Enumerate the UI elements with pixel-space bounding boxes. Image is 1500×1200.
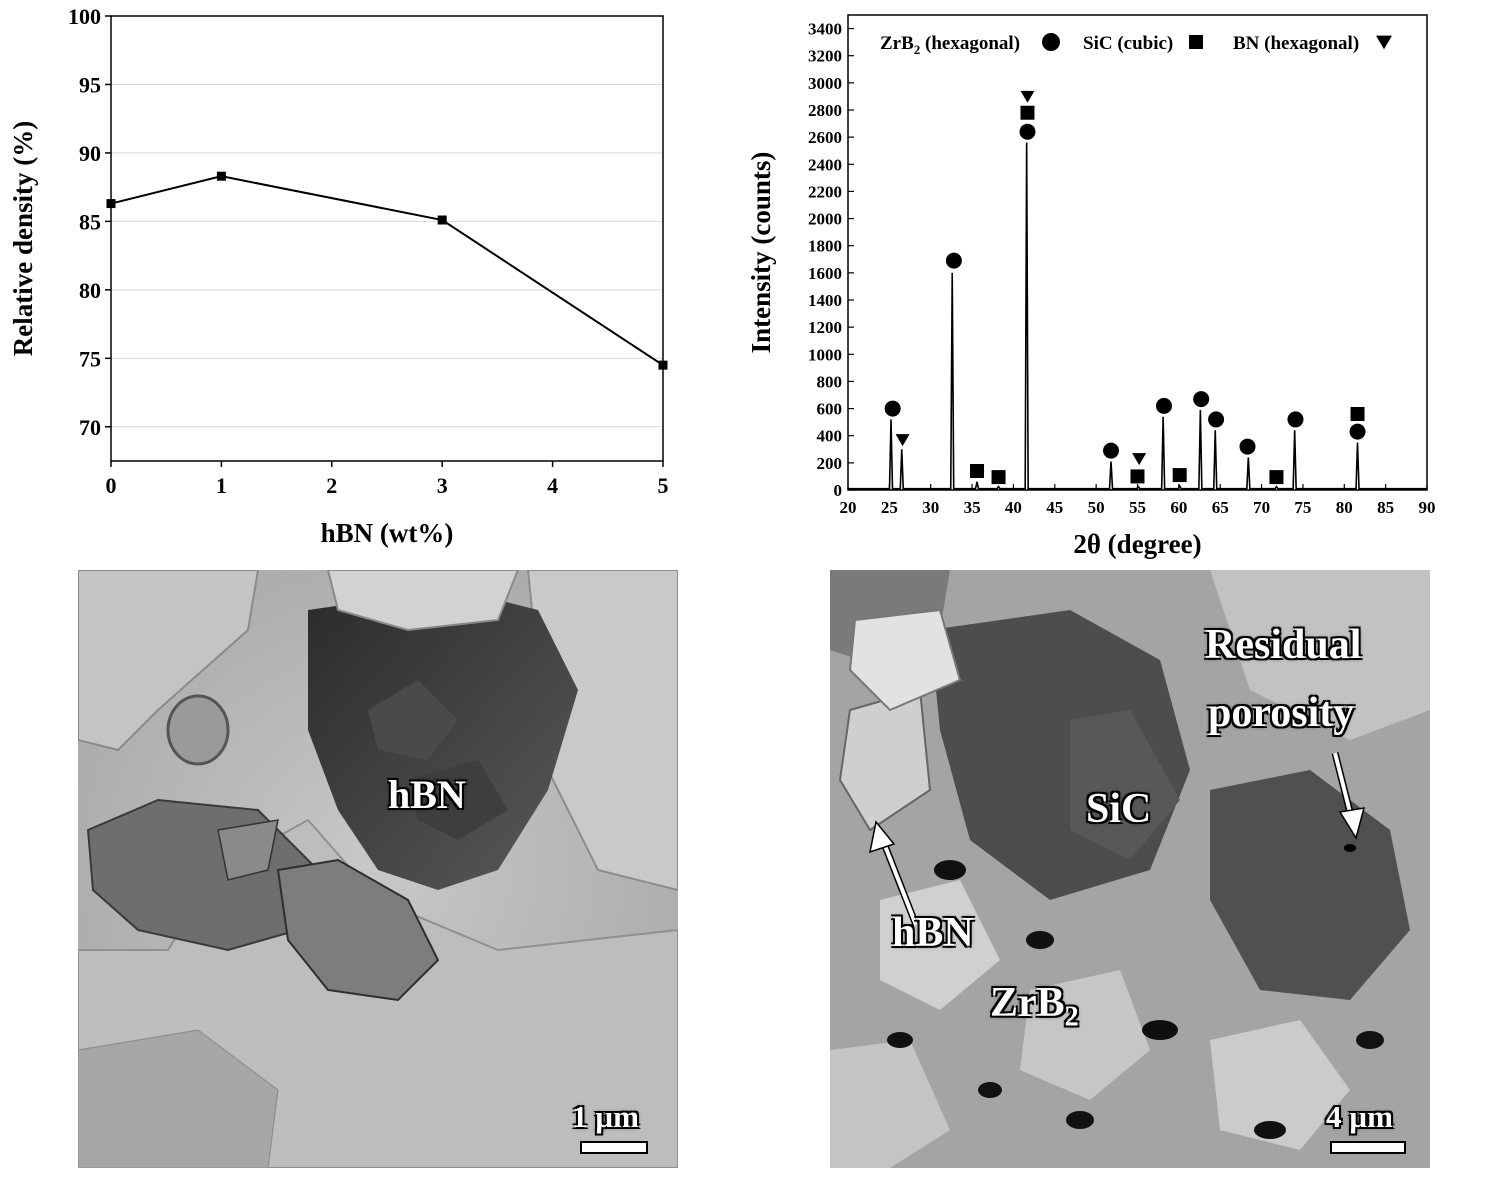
y-tick-label: 1200 — [808, 318, 842, 337]
y-tick-label: 100 — [68, 4, 101, 29]
y-tick-label: 85 — [79, 209, 101, 234]
sem-image-left — [78, 570, 678, 1168]
x-axis-label: 2θ (degree) — [1073, 529, 1201, 559]
y-tick-label: 1400 — [808, 291, 842, 310]
density-series-line — [110, 175, 664, 366]
y-tick-label: 95 — [79, 72, 101, 97]
y-tick-label: 1600 — [808, 264, 842, 283]
x-tick-label: 30 — [922, 498, 939, 517]
y-tick-label: 2600 — [808, 128, 842, 147]
data-point — [216, 171, 226, 181]
peak-marker-square — [1020, 105, 1035, 120]
x-tick-label: 65 — [1212, 498, 1229, 517]
peak-marker-circle — [1208, 411, 1225, 428]
peak-marker-square — [1172, 468, 1187, 483]
peak-marker-circle — [1239, 438, 1256, 455]
y-tick-label: 2800 — [808, 101, 842, 120]
sem-image-right — [830, 570, 1430, 1168]
zrb2-label: ZrB2 — [990, 980, 1079, 1033]
legend-entry-text: BN (hexagonal) — [1233, 33, 1359, 54]
x-tick-label: 50 — [1088, 498, 1105, 517]
plot-frame — [110, 15, 664, 462]
peak-marker-circle — [1019, 123, 1036, 140]
porosity-label: porosity — [1208, 690, 1355, 736]
peak-marker-circle — [1103, 442, 1120, 459]
y-axis-label: Relative density (%) — [8, 121, 38, 356]
x-tick-label: 80 — [1336, 498, 1353, 517]
y-tick-label: 0 — [834, 481, 843, 500]
y-tick-label: 2400 — [808, 155, 842, 174]
peak-marker-square — [1269, 470, 1284, 485]
peak-marker-square — [991, 470, 1006, 485]
peak-marker-circle — [1287, 411, 1304, 428]
sem-micrograph-hbn: hBN 1 µm — [78, 570, 678, 1168]
y-tick-label: 2200 — [808, 182, 842, 201]
peak-marker-triangle — [1132, 453, 1147, 466]
legend-entry-text: SiC (cubic) — [1083, 33, 1173, 54]
y-tick-label: 75 — [79, 346, 101, 371]
y-tick-label: 800 — [817, 372, 843, 391]
x-axis-label: hBN (wt%) — [321, 518, 454, 548]
peak-marker-triangle — [1020, 90, 1035, 103]
y-tick-label: 3200 — [808, 47, 842, 66]
x-tick-label: 0 — [106, 473, 117, 498]
data-point — [106, 199, 116, 209]
x-tick-label: 70 — [1253, 498, 1270, 517]
y-tick-label: 400 — [817, 427, 843, 446]
peak-marker-square — [1350, 407, 1365, 421]
sic-label: SiC — [1086, 786, 1152, 832]
data-point — [437, 215, 447, 225]
x-tick-label: 75 — [1294, 498, 1311, 517]
x-tick-label: 25 — [881, 498, 898, 517]
xrd-pattern-line — [848, 142, 1427, 490]
y-tick-label: 2000 — [808, 210, 842, 229]
residual-label: Residual — [1205, 622, 1362, 668]
data-point — [658, 360, 668, 370]
peak-marker-square — [1130, 469, 1145, 484]
sem-micrograph-zrb2-sic: Residual porosity SiC hBN ZrB2 4 µm — [830, 570, 1430, 1168]
peak-marker-circle — [945, 252, 962, 269]
y-tick-label: 70 — [79, 415, 101, 440]
x-tick-label: 45 — [1046, 498, 1063, 517]
peak-marker-circle — [1193, 391, 1210, 408]
y-tick-label: 600 — [817, 400, 843, 419]
legend-marker-circle — [1042, 33, 1060, 51]
scale-bar — [1330, 1141, 1406, 1154]
peak-marker-triangle — [895, 434, 910, 447]
legend-marker-triangle — [1376, 35, 1392, 50]
scale-bar-label: 4 µm — [1326, 1099, 1393, 1134]
peak-marker-circle — [1155, 397, 1172, 414]
y-tick-label: 200 — [817, 454, 843, 473]
y-axis-label: Intensity (counts) — [746, 152, 776, 354]
peak-marker-circle — [1349, 423, 1366, 440]
y-tick-label: 1000 — [808, 345, 842, 364]
x-tick-label: 35 — [964, 498, 981, 517]
scale-bar — [580, 1141, 648, 1154]
y-tick-label: 3000 — [808, 74, 842, 93]
peak-marker-square — [970, 464, 985, 478]
x-tick-label: 1 — [216, 473, 227, 498]
plot-frame — [847, 14, 1428, 491]
x-tick-label: 3 — [437, 473, 448, 498]
x-tick-label: 20 — [840, 498, 857, 517]
x-tick-label: 2 — [326, 473, 337, 498]
hbn-label: hBN — [892, 910, 974, 956]
y-tick-label: 1800 — [808, 237, 842, 256]
x-tick-label: 40 — [1005, 498, 1022, 517]
y-tick-label: 90 — [79, 141, 101, 166]
x-tick-label: 5 — [658, 473, 669, 498]
y-tick-label: 3400 — [808, 20, 842, 39]
x-tick-label: 85 — [1377, 498, 1394, 517]
legend-marker-square — [1189, 35, 1203, 49]
legend-entry-text: ZrB2 (hexagonal) — [880, 33, 1020, 57]
peak-marker-circle — [884, 400, 901, 417]
x-tick-label: 90 — [1419, 498, 1436, 517]
y-tick-label: 80 — [79, 278, 101, 303]
x-tick-label: 60 — [1170, 498, 1187, 517]
x-tick-label: 4 — [547, 473, 558, 498]
hbn-label: hBN — [388, 772, 466, 817]
scale-bar-label: 1 µm — [572, 1099, 639, 1134]
x-tick-label: 55 — [1129, 498, 1146, 517]
